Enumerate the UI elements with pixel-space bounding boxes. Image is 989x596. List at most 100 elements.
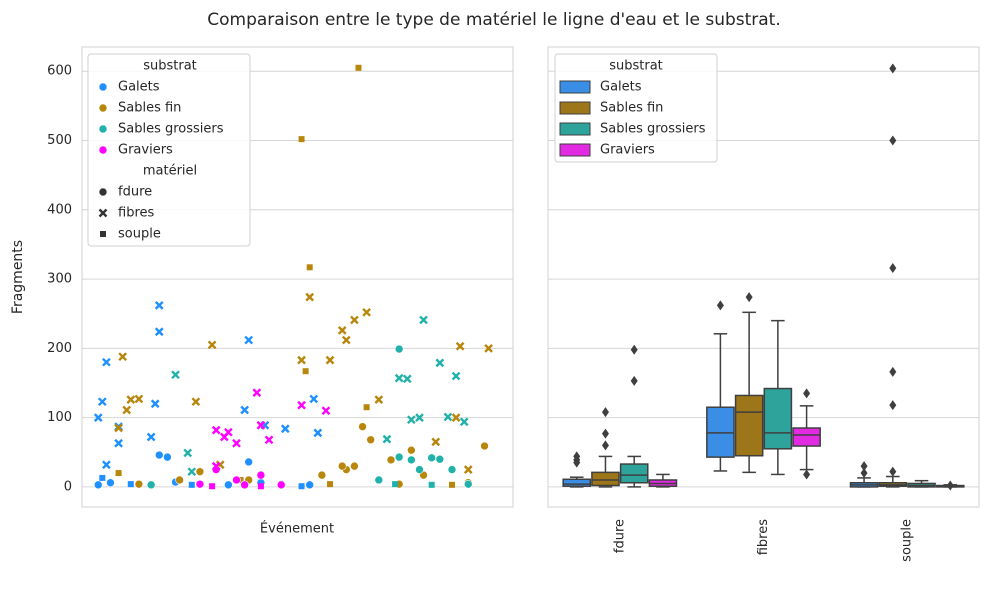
point (276, 480, 286, 490)
point (256, 420, 266, 430)
box (619, 463, 649, 484)
point (415, 465, 424, 474)
point (394, 452, 404, 462)
flier (889, 262, 897, 273)
point (171, 370, 180, 380)
point (118, 352, 128, 362)
point (154, 450, 164, 460)
legend-marker (100, 231, 106, 237)
point (264, 435, 274, 445)
legend-marker (98, 208, 108, 218)
legend-patch (559, 101, 591, 115)
point (321, 406, 331, 416)
point (195, 479, 205, 489)
y-tick-label: 0 (64, 479, 72, 494)
point (134, 394, 144, 404)
legend-patch (559, 143, 591, 157)
point (325, 355, 335, 365)
flier (889, 400, 897, 411)
point (419, 315, 428, 325)
legend-marker (98, 145, 108, 155)
point (154, 327, 164, 337)
point (305, 292, 315, 302)
point (374, 475, 384, 485)
point (244, 335, 254, 345)
point (449, 481, 456, 488)
x-tick-label: fibres (756, 519, 771, 555)
point (394, 373, 404, 383)
point (240, 405, 249, 415)
box (792, 427, 821, 447)
point (106, 478, 115, 488)
point (195, 467, 205, 476)
legend-title: matériel (143, 164, 197, 179)
x-tick-label: souple (900, 519, 915, 562)
point (350, 315, 359, 325)
axes-frame (547, 46, 980, 508)
point (431, 437, 441, 447)
legend-marker (98, 103, 108, 113)
flier (630, 375, 638, 386)
legend-label: fdure (118, 185, 152, 200)
point (366, 435, 375, 445)
point (187, 467, 197, 477)
point (188, 481, 195, 488)
point (341, 335, 351, 345)
legend-label: souple (118, 227, 161, 242)
y-axis-label: Fragments (10, 240, 26, 314)
flier (946, 480, 954, 491)
point (209, 483, 216, 490)
point (350, 461, 359, 471)
flier (803, 469, 811, 480)
legend-label: Graviers (118, 143, 173, 158)
point (298, 483, 305, 490)
flier (630, 344, 638, 355)
flier (803, 388, 811, 399)
legend-label: Graviers (600, 143, 655, 158)
point (374, 395, 384, 404)
flier (889, 366, 897, 377)
flier (573, 451, 581, 462)
point (102, 460, 111, 470)
x-tick-label: fdure (612, 519, 627, 553)
legend-box (87, 53, 251, 247)
point (402, 374, 412, 384)
point (224, 427, 233, 437)
point (146, 480, 156, 490)
point (297, 355, 306, 365)
flier (860, 468, 868, 479)
axes-frame (81, 46, 514, 508)
point (280, 424, 290, 434)
point (127, 481, 134, 488)
point (297, 400, 306, 410)
point (252, 388, 262, 398)
flier (716, 300, 724, 311)
point (358, 422, 367, 431)
y-tick-label: 300 (47, 272, 72, 287)
legend-title: substrat (609, 59, 663, 74)
point (363, 404, 370, 411)
point (134, 479, 144, 489)
legend-patch (559, 80, 591, 94)
point (305, 480, 314, 490)
point (175, 475, 184, 485)
point (463, 465, 473, 474)
point (463, 479, 473, 489)
flier (601, 407, 609, 418)
point (382, 434, 392, 444)
y-tick-label: 500 (47, 133, 72, 148)
point (386, 455, 396, 465)
legend-title: substrat (143, 59, 197, 74)
y-tick-label: 200 (47, 341, 72, 356)
point (232, 438, 241, 448)
point (298, 136, 305, 143)
flier (889, 466, 897, 477)
point (480, 441, 489, 451)
flier (745, 292, 753, 303)
point (257, 483, 264, 490)
point (207, 340, 217, 350)
legend-label: Sables fin (600, 101, 663, 116)
point (224, 480, 233, 490)
point (392, 481, 399, 488)
point (435, 358, 445, 368)
